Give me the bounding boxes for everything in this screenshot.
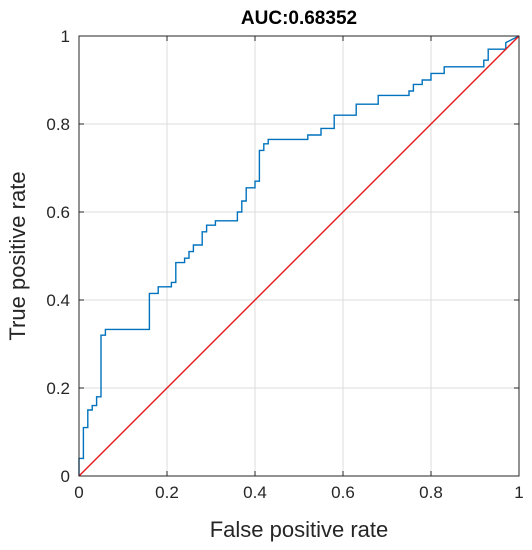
plot-box [78,35,520,477]
x-tick-label: 0.4 [243,483,267,502]
y-tick-label: 1 [61,27,70,46]
y-tick-label: 0.4 [46,291,70,310]
x-tick-label: 0.8 [419,483,443,502]
y-tick-label: 0.6 [46,203,70,222]
diagonal-reference-line [78,35,520,477]
x-axis-label: False positive rate [210,517,389,542]
x-axis-ticks: 0 0.2 0.4 0.6 0.8 1 [74,36,524,502]
y-tick-label: 0.8 [46,115,70,134]
y-tick-label: 0.2 [46,379,70,398]
x-tick-label: 0.6 [331,483,355,502]
x-tick-label: 0 [74,483,83,502]
x-tick-label: 0.2 [155,483,179,502]
y-axis-label: True positive rate [5,171,30,340]
y-tick-label: 0 [61,467,70,486]
y-axis-ticks: 0 0.2 0.4 0.6 0.8 1 [46,27,519,486]
chart-title: AUC:0.68352 [241,8,357,29]
plot-lines [78,35,520,477]
x-tick-label: 1 [514,483,523,502]
roc-curve-line [78,35,520,476]
